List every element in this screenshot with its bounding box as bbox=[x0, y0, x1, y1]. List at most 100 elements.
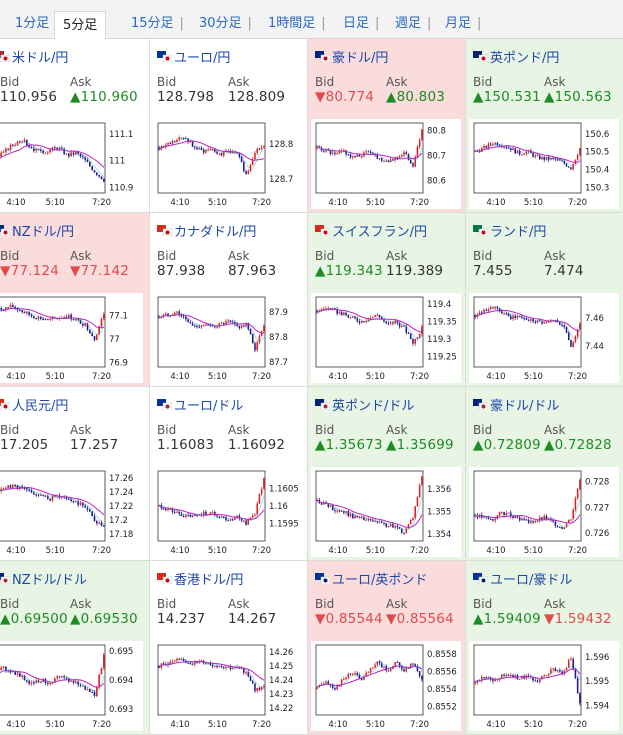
mini-chart[interactable]: 0.8558 0.8556 0.8554 0.8552 4:10 5:10 7:20 bbox=[311, 641, 461, 731]
candle-body bbox=[565, 523, 568, 528]
candle-body bbox=[352, 316, 354, 318]
pair-title-link[interactable]: 英ポンド/円 bbox=[473, 47, 559, 66]
y-tick-label: 128.8 bbox=[269, 140, 293, 150]
tab-4[interactable]: 1時間足 | bbox=[268, 9, 326, 35]
mini-chart[interactable]: 87.9 87.8 87.7 4:10 5:10 7:20 bbox=[153, 293, 303, 383]
candle-body bbox=[5, 148, 7, 152]
pair-title-link[interactable]: ユーロ/円 bbox=[157, 47, 230, 66]
candle-body bbox=[240, 518, 243, 521]
candle-body bbox=[227, 320, 229, 322]
candle-body bbox=[2, 666, 5, 668]
rate-card[interactable]: ランド/円 Bid Ask 7.455 7.474 7.46 7.44 4:10 5:10 7:2… bbox=[466, 213, 623, 387]
candle-body bbox=[323, 150, 325, 152]
plot-frame bbox=[157, 296, 266, 368]
pair-title-link[interactable]: 豪ドル/円 bbox=[315, 47, 388, 66]
pair-name: 英ポンド/円 bbox=[490, 51, 560, 66]
mini-chart[interactable]: 1.356 1.355 1.354 4:10 5:10 7:20 bbox=[311, 467, 461, 557]
pair-title-link[interactable]: ユーロ/英ポンド bbox=[315, 569, 427, 588]
pair-title-link[interactable]: NZドル/ドル bbox=[0, 569, 87, 588]
pair-title-link[interactable]: 豪ドル/ドル bbox=[473, 395, 559, 414]
y-tick-label: 111 bbox=[109, 157, 125, 167]
rate-card[interactable]: NZドル/ドル Bid Ask ▲0.69500 ▲0.69530 0.695 0.694 0… bbox=[0, 561, 150, 735]
rate-card[interactable]: 英ポンド/円 Bid Ask ▲150.531 ▲150.563 150.6 150.5 15… bbox=[466, 39, 623, 213]
candle-body bbox=[196, 326, 198, 328]
rate-card[interactable]: 豪ドル/円 Bid Ask ▼80.774 ▲80.803 80.8 80.7 80.6 4:1… bbox=[308, 39, 466, 213]
candle-body bbox=[91, 333, 93, 336]
candle-body bbox=[378, 521, 381, 523]
mini-chart[interactable]: 77.1 77 76.9 4:10 5:10 7:20 bbox=[0, 293, 143, 383]
candle-body bbox=[77, 681, 79, 685]
candle-body bbox=[505, 146, 508, 148]
mini-chart[interactable]: 7.46 7.44 4:10 5:10 7:20 bbox=[469, 293, 619, 383]
mini-chart[interactable]: 14.26 14.25 14.24 14.23 14.22 4:10 5:10 7:20 bbox=[153, 641, 303, 731]
pair-title-link[interactable]: 英ポンド/ドル bbox=[315, 395, 414, 414]
candle-body bbox=[367, 672, 370, 674]
rate-card[interactable]: ユーロ/英ポンド Bid Ask ▼0.85544 ▼0.85564 0.8558 0.85… bbox=[308, 561, 466, 735]
rate-card[interactable]: 米ドル/円 Bid Ask 110.956 ▲110.960 111.1 111 110.9 4… bbox=[0, 39, 150, 213]
tab-2[interactable]: 15分足 | bbox=[131, 9, 184, 35]
candle-body bbox=[579, 323, 581, 330]
mini-chart[interactable]: 80.8 80.7 80.6 4:10 5:10 7:20 bbox=[311, 119, 461, 209]
ask-label: Ask bbox=[386, 249, 408, 263]
candle-body bbox=[61, 676, 63, 678]
tab-7[interactable]: 月足 | bbox=[445, 9, 481, 35]
candle-body bbox=[338, 312, 341, 314]
candle-body bbox=[263, 146, 265, 148]
candle-body bbox=[396, 320, 399, 323]
candle-body bbox=[37, 494, 40, 496]
candle-body bbox=[340, 312, 343, 316]
mini-chart[interactable]: 128.8 128.7 4:10 5:10 7:20 bbox=[153, 119, 303, 209]
candle-body bbox=[421, 326, 423, 334]
rate-card[interactable]: ユーロ/円 Bid Ask 128.798 128.809 128.8 128.7 4:10 5… bbox=[150, 39, 308, 213]
pair-title-link[interactable]: ユーロ/豪ドル bbox=[473, 569, 572, 588]
mini-chart[interactable]: 111.1 111 110.9 4:10 5:10 7:20 bbox=[0, 119, 143, 209]
mini-chart[interactable]: 150.6 150.5 150.4 150.3 4:10 5:10 7:20 bbox=[469, 119, 619, 209]
candle-body bbox=[316, 146, 318, 148]
pair-title-link[interactable]: NZドル/円 bbox=[0, 221, 74, 240]
tab-separator: | bbox=[427, 16, 432, 31]
candle-body bbox=[72, 680, 75, 683]
bid-label: Bid bbox=[315, 249, 335, 263]
mini-chart[interactable]: 119.4 119.35 119.3 119.25 4:10 5:10 7:20 bbox=[311, 293, 461, 383]
pair-title-link[interactable]: 米ドル/円 bbox=[0, 47, 68, 66]
candle-body bbox=[345, 511, 347, 513]
tab-5[interactable]: 日足 | bbox=[343, 9, 379, 35]
pair-title-link[interactable]: ランド/円 bbox=[473, 221, 546, 240]
mini-chart[interactable]: 0.695 0.694 0.693 4:10 5:10 7:20 bbox=[0, 641, 143, 731]
candle-body bbox=[538, 155, 541, 160]
x-tick-label: 5:10 bbox=[208, 198, 227, 208]
tab-3[interactable]: 30分足 | bbox=[199, 9, 252, 35]
mini-chart[interactable]: 1.596 1.595 1.594 4:10 5:10 7:20 bbox=[469, 641, 619, 731]
candle-body bbox=[349, 154, 352, 158]
ask-label: Ask bbox=[386, 75, 408, 89]
mini-chart[interactable]: 17.26 17.24 17.22 17.2 17.18 4:10 5:10 7:20 bbox=[0, 467, 143, 557]
tab-0[interactable]: 1分足| bbox=[15, 9, 60, 35]
mini-chart[interactable]: 1.1605 1.16 1.1595 4:10 5:10 7:20 bbox=[153, 467, 303, 557]
tab-6[interactable]: 週足 | bbox=[395, 9, 431, 35]
rate-card[interactable]: スイスフラン/円 Bid Ask ▲119.343 119.389 119.4 119.35… bbox=[308, 213, 466, 387]
mini-chart[interactable]: 0.728 0.727 0.726 4:10 5:10 7:20 bbox=[469, 467, 619, 557]
rate-card[interactable]: カナダドル/円 Bid Ask 87.938 87.963 87.9 87.8 87.7 4:1… bbox=[150, 213, 308, 387]
rate-card[interactable]: NZドル/円 Bid Ask ▼77.124 ▼77.142 77.1 77 76.9 4:10… bbox=[0, 213, 150, 387]
pair-title-link[interactable]: 香港ドル/円 bbox=[157, 569, 243, 588]
rate-card[interactable]: ユーロ/豪ドル Bid Ask ▲1.59409 ▼1.59432 1.596 1.595 1… bbox=[466, 561, 623, 735]
candle-body bbox=[79, 684, 82, 686]
rate-card[interactable]: 英ポンド/ドル Bid Ask ▲1.35673 ▲1.35699 1.356 1.355 1… bbox=[308, 387, 466, 561]
candle-body bbox=[401, 325, 403, 327]
pair-title-link[interactable]: ユーロ/ドル bbox=[157, 395, 243, 414]
rate-card[interactable]: 人民元/円 Bid Ask 17.205 17.257 17.26 17.24 17.22 17… bbox=[0, 387, 150, 561]
candle-body bbox=[93, 335, 96, 341]
pair-title-link[interactable]: スイスフラン/円 bbox=[315, 221, 427, 240]
candle-body bbox=[30, 147, 33, 149]
rate-card[interactable]: 豪ドル/ドル Bid Ask ▲0.72809 ▲0.72828 0.728 0.727 0.… bbox=[466, 387, 623, 561]
rate-card[interactable]: ユーロ/ドル Bid Ask 1.16083 1.16092 1.1605 1.16 1.15… bbox=[150, 387, 308, 561]
ask-value: ▲110.960 bbox=[70, 89, 138, 105]
tab-label: 1分足 bbox=[15, 16, 50, 31]
rate-card[interactable]: 香港ドル/円 Bid Ask 14.237 14.267 14.26 14.25 14.24 1… bbox=[150, 561, 308, 735]
candle-body bbox=[383, 666, 385, 668]
pair-title-link[interactable]: 人民元/円 bbox=[0, 395, 68, 414]
candle-body bbox=[556, 159, 559, 161]
tab-1[interactable]: 5分足 bbox=[54, 11, 107, 40]
plot-frame bbox=[473, 470, 582, 542]
pair-title-link[interactable]: カナダドル/円 bbox=[157, 221, 256, 240]
